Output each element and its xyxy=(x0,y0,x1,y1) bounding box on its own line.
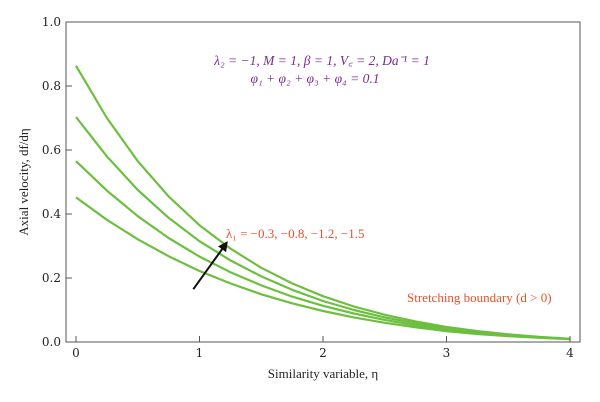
params-line-1: λ₂ = −1, M = 1, β = 1, V꜀ = 2, Da⁻¹ = 1 xyxy=(213,53,430,68)
y-tick-label: 1.0 xyxy=(42,15,61,29)
x-tick-label: 0 xyxy=(72,346,80,360)
y-tick-label: 0.4 xyxy=(42,207,61,221)
series-line-3 xyxy=(75,160,571,340)
x-tick-label: 3 xyxy=(443,346,451,360)
curves-group xyxy=(75,65,571,341)
params-line-2: φ₁ + φ₂ + φ₃ + φ₄ = 0.1 xyxy=(251,71,380,86)
y-tick-label: 0.8 xyxy=(42,79,61,93)
lambda-annotation: λ₁ = −0.3, −0.8, −1.2, −1.5 xyxy=(226,226,365,241)
boundary-annotation: Stretching boundary (d > 0) xyxy=(407,290,552,305)
series-line-4 xyxy=(75,196,571,341)
x-tick-label: 4 xyxy=(566,346,574,360)
y-tick-label: 0.2 xyxy=(42,271,61,285)
y-tick-label: 0.0 xyxy=(42,335,61,349)
lambda-arrow xyxy=(192,241,228,290)
y-tick-label: 0.6 xyxy=(42,143,61,157)
ticks-group: 0 1 2 3 4 0.0 0.2 0.4 0.6 0.8 1.0 xyxy=(42,15,574,360)
y-axis-label: Axial velocity, df/dη xyxy=(16,128,31,236)
x-tick-label: 2 xyxy=(319,346,327,360)
x-tick-label: 1 xyxy=(196,346,204,360)
x-axis-label: Similarity variable, η xyxy=(268,366,379,381)
